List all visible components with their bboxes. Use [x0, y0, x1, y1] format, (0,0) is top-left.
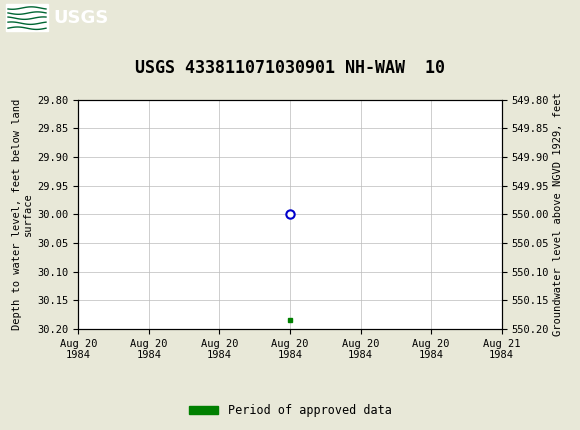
Text: USGS 433811071030901 NH-WAW  10: USGS 433811071030901 NH-WAW 10	[135, 59, 445, 77]
Bar	[6, 4, 48, 31]
Text: USGS: USGS	[53, 9, 108, 27]
Y-axis label: Depth to water level, feet below land
surface: Depth to water level, feet below land su…	[12, 99, 33, 330]
Legend: Period of approved data: Period of approved data	[184, 399, 396, 422]
Y-axis label: Groundwater level above NGVD 1929, feet: Groundwater level above NGVD 1929, feet	[553, 92, 563, 336]
